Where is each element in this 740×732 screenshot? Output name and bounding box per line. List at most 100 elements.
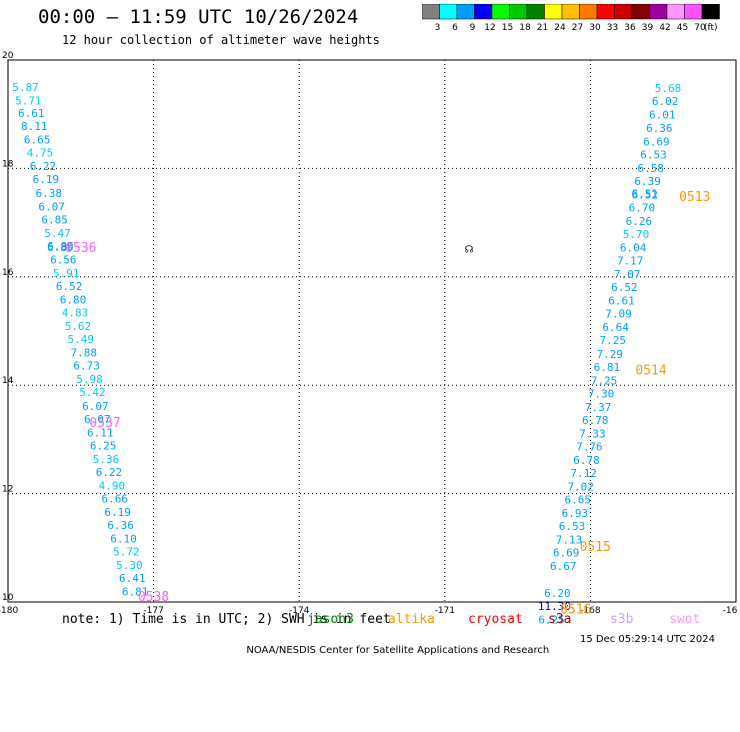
wave-height-value: 5.71: [15, 95, 42, 108]
wave-height-value: 4.90: [99, 479, 126, 492]
wave-height-value: 6.53: [559, 520, 586, 533]
wave-height-value: 7.29: [597, 348, 624, 361]
footer-timestamp: 15 Dec 05:29:14 UTC 2024: [580, 634, 715, 645]
colorbar-label: 70: [694, 23, 706, 32]
plot-border: [7, 59, 737, 603]
wave-height-value: 6.85: [41, 213, 68, 226]
satellite-s3a: s3a: [548, 612, 572, 627]
wave-height-value: 6.58: [637, 162, 664, 175]
pass-time-label: 0515: [580, 540, 611, 555]
y-tick-label: 18: [2, 159, 14, 169]
x-tick-label: -180: [0, 606, 18, 616]
wave-height-value: 6.61: [608, 295, 635, 308]
wave-height-value: 6.69: [553, 547, 580, 560]
axis-ticks: -180 -177 -174 -171 -168 -16 20 18 16 14 12 10: [0, 51, 738, 616]
colorbar-label: 33: [607, 23, 618, 32]
x-tick-label: -174: [289, 606, 310, 616]
wave-height-value: 8.11: [21, 120, 48, 133]
note-text: note: 1) Time is in UTC; 2) SWH is in fe…: [62, 612, 391, 627]
wave-height-value: 6.81: [594, 361, 621, 374]
colorbar-label: 12: [484, 23, 495, 32]
wave-height-value: 6.52: [56, 280, 83, 293]
wave-height-value: 6.51: [632, 187, 659, 200]
pass-time-label: 0536: [65, 241, 96, 256]
wave-height-value: 6.80: [60, 294, 87, 307]
colorbar-cell: [701, 4, 720, 20]
wave-height-map: -180 -177 -174 -171 -168 -16 20 18 16 14 12 10 5.87…: [0, 51, 738, 626]
colorbar-label: 30: [589, 23, 601, 32]
pass-time-label: 0514: [635, 363, 666, 378]
y-tick-label: 20: [2, 51, 14, 61]
satellite-jason3: jason3: [307, 612, 354, 627]
wave-height-value: 6.11: [87, 426, 114, 439]
wave-height-value: 6.93: [562, 507, 589, 520]
satellite-altika: altika: [388, 612, 435, 627]
wave-height-value: 6.69: [643, 135, 670, 148]
wave-height-value: 6.78: [582, 414, 609, 427]
wave-height-value: 5.30: [116, 559, 143, 572]
pass-labels: 0536 0537 0538 0513 0514 0515 0516: [65, 190, 710, 617]
wave-height-value: 7.37: [585, 401, 612, 414]
marker-icon: ☊: [465, 245, 474, 256]
wave-height-value: 6.26: [626, 215, 653, 228]
wave-height-value: 4.83: [62, 307, 89, 320]
wave-height-value: 6.10: [110, 533, 137, 546]
wave-height-value: 6.22: [96, 466, 123, 479]
wave-height-value: 6.52: [632, 188, 659, 201]
wave-height-value: 6.53: [640, 148, 667, 161]
footer: NOAA/NESDIS Center for Satellite Applica…: [240, 634, 715, 667]
wave-height-value: 6.25: [538, 613, 565, 626]
wave-height-value: 6.89: [47, 241, 74, 254]
wave-height-value: 6.01: [649, 109, 676, 122]
wave-height-value: 5.36: [93, 453, 120, 466]
wave-height-value: 5.72: [113, 546, 140, 559]
wave-height-value: 6.20: [544, 587, 571, 600]
wave-height-value: 7.88: [70, 347, 97, 360]
wave-height-value: 6.65: [565, 494, 592, 507]
wave-height-value: 4.75: [27, 147, 54, 160]
wave-height-value: 7.76: [576, 440, 603, 453]
wave-height-value: 6.04: [620, 242, 647, 255]
plot-frame: [7, 59, 737, 603]
x-tick-label: -177: [143, 606, 163, 616]
colorbar-label: 39: [642, 23, 654, 32]
colorbar-label: 9: [470, 23, 476, 32]
wave-height-value: 11.30: [538, 600, 571, 613]
wave-height-value: 6.88: [47, 240, 74, 253]
wave-height-value: 6.65: [24, 134, 51, 147]
wave-height-value: 6.19: [104, 506, 131, 519]
colorbar-label: 24: [554, 23, 566, 32]
y-tick-label: 16: [2, 268, 14, 278]
page-subtitle: 12 hour collection of altimeter wave hei…: [62, 33, 380, 47]
page-title: 00:00 – 11:59 UTC 10/26/2024: [38, 6, 359, 28]
colorbar-label: 27: [572, 23, 583, 32]
y-tick-label: 14: [2, 376, 14, 386]
wave-height-value: 6.73: [73, 360, 100, 373]
wave-height-value: 6.70: [629, 201, 656, 214]
pass-time-label: 0516: [560, 603, 591, 618]
pass-time-label: 0513: [679, 190, 710, 205]
x-tick-label: -168: [580, 606, 601, 616]
colorbar-label: 15: [502, 23, 513, 32]
color-legend: 3 6 9 12 15 18 21 24 27 30 33 36 39 42 45 70(ft): [422, 4, 720, 32]
wave-height-value: 6.02: [652, 95, 679, 108]
wave-height-value: 7.25: [591, 374, 618, 387]
colorbar-label: 36: [624, 23, 636, 32]
wave-height-value: 5.87: [12, 81, 39, 94]
colorbar-label: 45: [677, 23, 688, 32]
wave-height-value: 6.61: [18, 107, 45, 120]
x-tick-label: -171: [435, 606, 455, 616]
wave-height-value: 7.17: [617, 255, 644, 268]
wave-height-value: 5.91: [53, 267, 80, 280]
wave-height-value: 6.67: [550, 560, 577, 573]
wave-height-value: 7.13: [556, 534, 583, 547]
wave-height-value: 5.70: [623, 228, 650, 241]
footer-credit: NOAA/NESDIS Center for Satellite Applica…: [246, 645, 550, 656]
wave-height-value: 6.64: [602, 321, 629, 334]
grid-lines: [8, 60, 736, 602]
colorbar-unit: (ft): [704, 23, 718, 32]
satellite-cryosat: cryosat: [468, 612, 523, 627]
wave-height-value: 6.07: [82, 400, 109, 413]
wave-height-value: 6.25: [90, 439, 117, 452]
wave-height-value: 6.07: [38, 200, 65, 213]
